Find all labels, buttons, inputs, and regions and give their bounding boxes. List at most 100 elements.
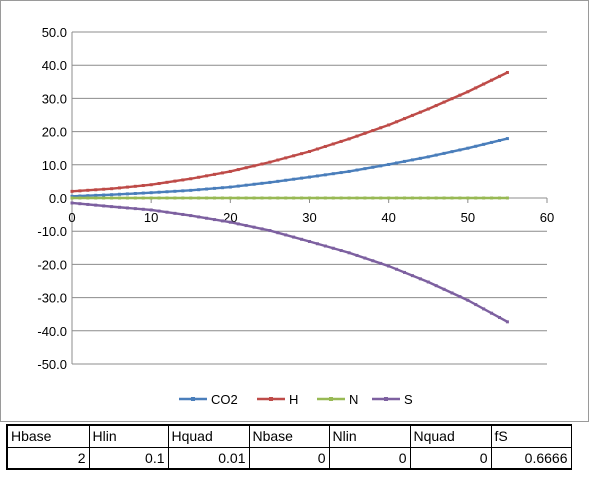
legend-label-h: H [289,392,298,407]
data-point-h [276,158,280,162]
data-point-s [141,207,145,211]
data-point-co2 [498,138,501,142]
data-point-s [118,205,121,209]
data-point-co2 [110,193,114,197]
data-point-n [379,196,383,200]
data-point-s [276,231,280,235]
series-line-co2 [71,137,508,198]
y-tick-label: -40.0 [37,324,67,339]
data-point-n [371,196,375,200]
x-tick-label: 50 [461,210,475,225]
data-point-co2 [442,151,446,155]
data-point-n [268,196,272,200]
data-point-co2 [165,190,169,194]
data-point-s [363,256,367,260]
y-tick-label: 20.0 [42,125,67,140]
data-point-h [173,179,177,183]
data-point-n [189,196,193,200]
data-point-co2 [371,165,375,169]
data-point-n [482,196,486,200]
data-point-n [276,196,280,200]
x-tick-label: 0 [68,210,75,225]
data-point-s [205,216,209,220]
data-point-h [458,93,462,97]
data-point-s [260,227,264,231]
data-point-n [228,196,232,200]
data-point-n [181,196,185,200]
param-header-hlin: Hlin [89,424,169,448]
data-point-s [347,251,351,255]
data-point-n [260,196,264,200]
data-point-co2 [181,189,185,193]
series-line-s [71,201,508,323]
data-point-h [387,123,391,127]
data-point-co2 [300,176,304,180]
data-point-s [395,267,399,271]
y-tick-label: -30.0 [37,291,67,306]
data-point-s [339,249,343,253]
param-value-nquad: 0 [410,447,492,470]
data-point-h [331,142,335,146]
param-header-nlin: Nlin [329,424,411,448]
data-point-n [331,196,335,200]
data-point-n [323,196,327,200]
data-point-s [498,316,501,320]
data-point-s [173,211,177,215]
data-point-n [141,196,145,200]
data-point-co2 [236,184,240,188]
data-point-co2 [157,190,161,194]
data-point-n [315,196,319,200]
data-point-n [395,196,399,200]
data-point-n [458,196,462,200]
parameter-value-row: 2 0.1 0.01 0 0 0 0.6666 [6,447,572,470]
data-point-n [205,196,209,200]
data-point-h [450,97,454,101]
data-point-n [94,196,98,200]
data-point-h [347,137,351,141]
data-point-s [482,307,486,311]
param-value-nbase: 0 [249,447,330,470]
data-point-co2 [292,177,296,181]
data-point-n [347,196,351,200]
data-point-co2 [450,150,454,154]
data-point-co2 [315,174,319,178]
legend-marker-h [269,397,273,401]
param-header-nbase: Nbase [249,424,330,448]
legend-marker-co2 [191,397,195,401]
data-point-h [371,129,375,133]
data-point-n [118,196,121,200]
data-point-co2 [268,180,272,184]
data-point-co2 [434,153,438,157]
data-point-h [149,183,153,187]
data-point-n [86,196,90,200]
data-point-s [418,277,422,281]
y-tick-label: -10.0 [37,224,67,239]
data-point-n [505,196,509,200]
data-point-h [308,150,311,154]
data-point-s [228,220,232,224]
data-point-s [220,219,224,223]
data-point-h [474,86,478,90]
data-point-n [410,196,414,200]
data-point-co2 [149,191,153,195]
data-point-co2 [213,186,216,190]
line-chart: 50.0 40.0 30.0 20.0 10.0 0.0 -10.0 -20.0 -30.0 -4… [37,25,554,407]
data-point-s [189,214,193,218]
data-point-s [78,202,82,206]
data-point-n [490,196,494,200]
data-point-h [70,189,74,193]
y-tick-label: 10.0 [42,158,67,173]
data-point-n [110,196,114,200]
param-header-hbase: Hbase [6,424,90,448]
data-point-h [505,71,509,75]
param-value-hlin: 0.1 [89,447,169,470]
data-point-s [450,291,454,295]
data-point-h [466,90,470,94]
data-point-h [395,120,399,124]
data-point-co2 [197,188,201,192]
x-tick-label: 60 [540,210,554,225]
data-point-h [94,188,98,192]
parameter-header-row: Hbase Hlin Hquad Nbase Nlin Nquad fS [6,424,572,448]
data-point-co2 [331,172,335,176]
data-point-n [418,196,422,200]
